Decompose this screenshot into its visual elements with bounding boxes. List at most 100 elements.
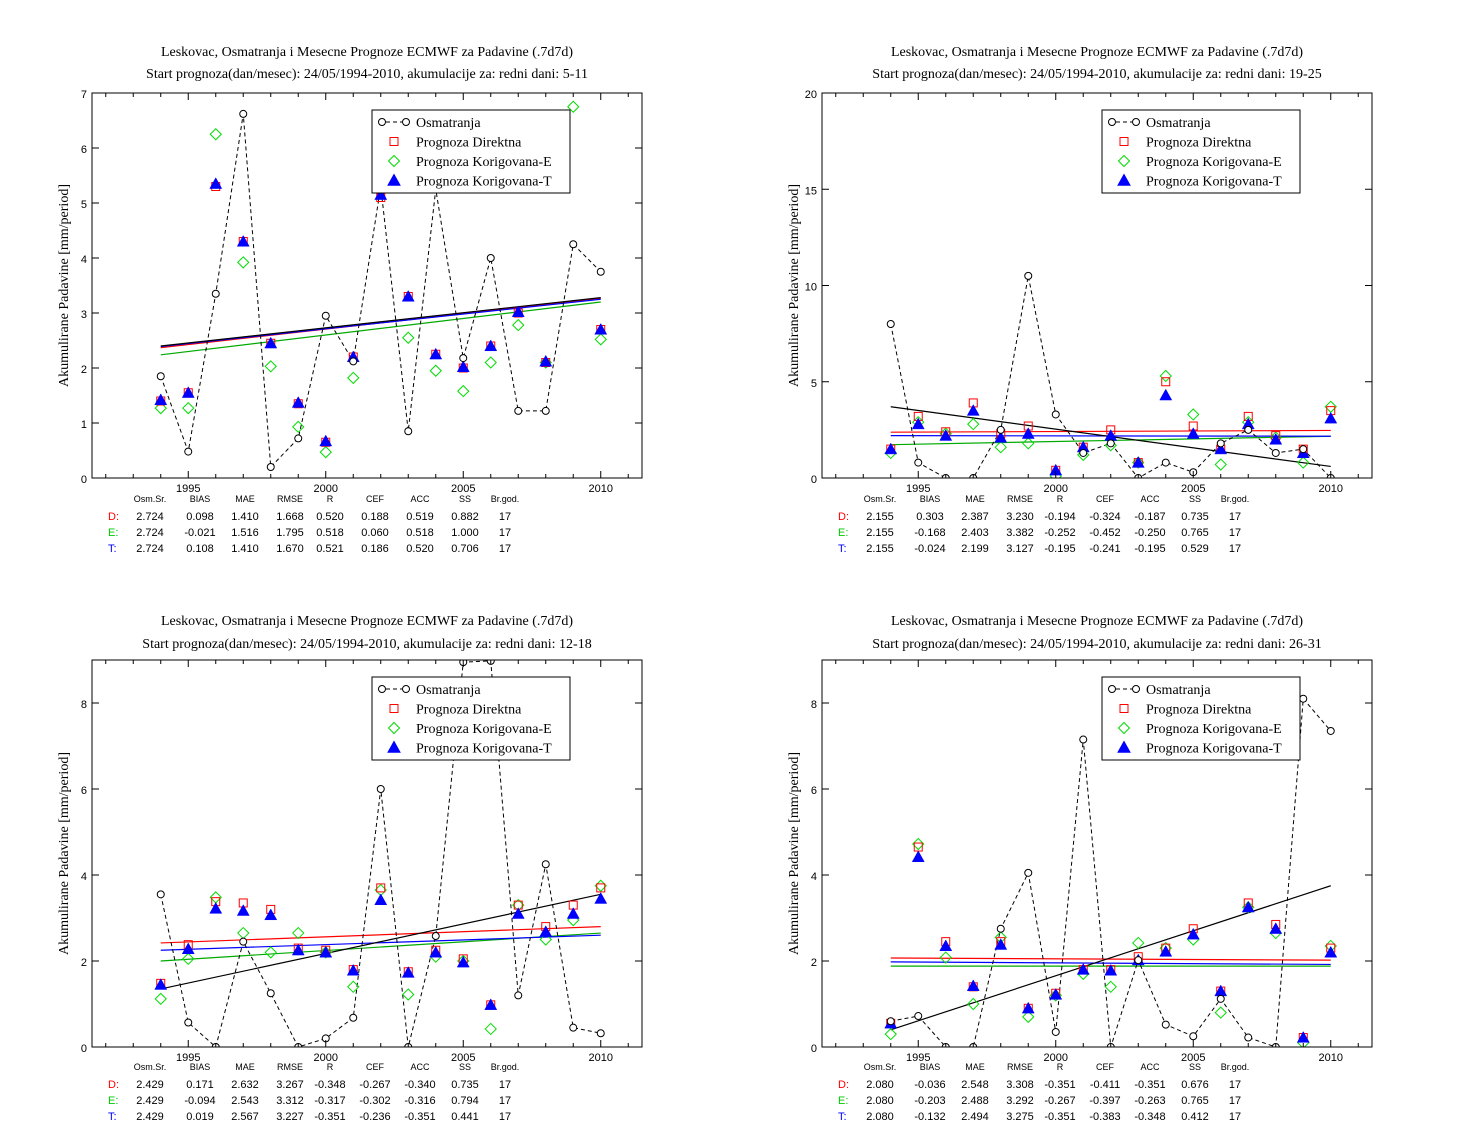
korigovana-t-point xyxy=(594,892,608,904)
legend-direktna-marker xyxy=(389,137,399,146)
osmatranja-point xyxy=(1244,425,1253,434)
stats-value: -0.241 xyxy=(1089,543,1120,555)
korigovana-t-point xyxy=(291,943,305,956)
korigovana-t-point xyxy=(264,908,278,921)
korigovana-e-point xyxy=(1214,1006,1227,1019)
chart-subtitle: Start prognoza(dan/mesec): 24/05/1994-20… xyxy=(872,67,1321,82)
korigovana-t-point xyxy=(456,955,470,968)
legend-direktna-marker xyxy=(1119,704,1129,713)
stats-value: 17 xyxy=(499,1079,511,1091)
korigovana-t-point xyxy=(511,907,525,919)
stats-value: -0.383 xyxy=(1089,1111,1120,1123)
legend-label-korigovana-e: Prognoza Korigovana-E xyxy=(416,722,552,737)
korigovana-e-point xyxy=(264,360,277,373)
legend-label-korigovana-t: Prognoza Korigovana-T xyxy=(416,742,552,757)
legend: Osmatranja Prognoza Direktna Prognoza Kori… xyxy=(1101,109,1301,194)
legend: Osmatranja Prognoza Direktna Prognoza Kori… xyxy=(1101,676,1301,761)
x-tick-label: 2010 xyxy=(589,1052,613,1064)
x-tick-label: 1995 xyxy=(906,483,930,495)
osmatranja-point xyxy=(886,320,895,328)
osmatranja-point xyxy=(1161,458,1170,467)
osmatranja-point xyxy=(266,463,275,471)
x-tick-label: 1995 xyxy=(176,483,200,495)
stats-value: -0.452 xyxy=(1089,527,1120,539)
legend-osmatranja-marker xyxy=(402,118,410,126)
korigovana-t-point xyxy=(594,322,608,335)
osmatranja-point xyxy=(569,240,578,249)
legend-label-osmatranja: Osmatranja xyxy=(1146,116,1211,131)
stats-row-label: D: xyxy=(838,1079,849,1091)
stats-value: 2.567 xyxy=(231,1111,259,1123)
korigovana-t-point xyxy=(566,907,580,919)
korigovana-t-point xyxy=(236,234,250,247)
stats-value: 3.275 xyxy=(1006,1111,1034,1123)
osmatranja-point xyxy=(1326,726,1335,735)
korigovana-e-point xyxy=(182,952,195,966)
korigovana-t-point xyxy=(264,336,278,349)
korigovana-t-point xyxy=(181,386,195,398)
korigovana-t-point xyxy=(1324,945,1338,958)
korigovana-e-point xyxy=(402,331,415,344)
stats-table: Osm.Sr. BIAS MAE RMSE R CEF ACC SS Br.god. D: 2.72… xyxy=(108,494,519,555)
stats-value: 0.794 xyxy=(451,1095,479,1107)
stats-row-label: D: xyxy=(838,511,849,523)
stats-value: 3.230 xyxy=(1006,511,1034,523)
stats-value: 0.882 xyxy=(451,511,479,523)
korigovana-e-point xyxy=(1132,936,1145,950)
stats-value: -0.168 xyxy=(914,527,945,539)
korigovana-e-point xyxy=(1159,369,1172,383)
x-tick-label: 2005 xyxy=(1181,483,1205,495)
stats-value: 17 xyxy=(1229,1111,1241,1123)
korigovana-e-point xyxy=(237,256,250,269)
korigovana-t-point xyxy=(1269,432,1283,445)
legend-korigovana-e-marker xyxy=(387,721,401,735)
stats-value: -0.302 xyxy=(359,1095,390,1107)
stats-value: 1.516 xyxy=(231,527,259,539)
stats-value: 0.108 xyxy=(186,543,214,555)
legend-osmatranja-marker xyxy=(1132,685,1140,693)
osmatranja-point xyxy=(1134,956,1143,965)
stats-value: 17 xyxy=(1229,527,1241,539)
korigovana-t-point xyxy=(1214,442,1228,455)
legend-label-direktna: Prognoza Direktna xyxy=(1146,703,1252,718)
korigovana-e-point xyxy=(939,951,952,964)
legend-label-korigovana-e: Prognoza Korigovana-E xyxy=(1146,155,1282,170)
stats-value: -0.397 xyxy=(1089,1095,1120,1107)
stats-value: 2.080 xyxy=(866,1111,894,1123)
stats-value: 2.724 xyxy=(136,543,164,555)
stats-value: 1.668 xyxy=(276,511,304,523)
y-tick-label: 5 xyxy=(81,199,87,211)
chart-title: Leskovac, Osmatranja i Mesecne Prognoze … xyxy=(891,614,1303,629)
y-tick-label: 5 xyxy=(811,378,817,390)
y-axis-label: Akumulirane Padavine [mm/period] xyxy=(57,184,72,387)
trend-line-korigovana-t xyxy=(160,298,601,348)
osmatranja-point xyxy=(239,109,248,118)
legend-label-direktna: Prognoza Direktna xyxy=(416,703,522,718)
legend: Osmatranja Prognoza Direktna Prognoza Kori… xyxy=(371,109,571,194)
stats-value: 0.019 xyxy=(186,1111,214,1123)
y-tick-label: 6 xyxy=(81,785,87,797)
stats-value: 2.387 xyxy=(961,511,989,523)
stats-value: 2.632 xyxy=(231,1079,259,1091)
korigovana-e-point xyxy=(567,100,580,113)
stats-value: 3.292 xyxy=(1006,1095,1034,1107)
stats-value: -0.194 xyxy=(1044,511,1075,523)
stats-header-rmse: RMSE xyxy=(1007,1062,1033,1072)
stats-row-label: D: xyxy=(108,511,119,523)
stats-value: 0.735 xyxy=(1181,511,1209,523)
y-tick-label: 3 xyxy=(81,309,87,321)
stats-value: 1.795 xyxy=(276,527,304,539)
korigovana-t-point xyxy=(911,417,925,430)
korigovana-t-point xyxy=(939,429,953,441)
osmatranja-point xyxy=(1161,1020,1170,1029)
korigovana-e-point xyxy=(154,992,167,1006)
korigovana-e-point xyxy=(1297,456,1310,469)
korigovana-t-point xyxy=(1324,411,1338,424)
x-tick-label: 2010 xyxy=(1319,483,1343,495)
x-tick-label: 2010 xyxy=(1319,1052,1343,1064)
korigovana-t-point xyxy=(209,902,223,914)
stats-header-acc: ACC xyxy=(410,494,430,504)
korigovana-e-point xyxy=(912,837,925,851)
korigovana-t-point xyxy=(911,850,925,862)
y-tick-label: 2 xyxy=(81,957,87,969)
